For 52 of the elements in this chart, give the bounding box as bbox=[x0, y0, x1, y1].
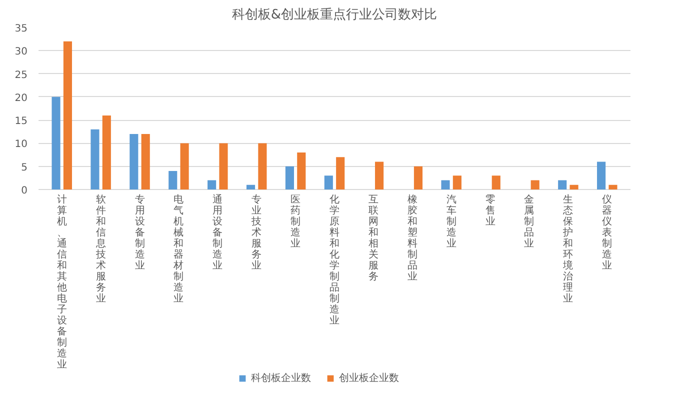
category-label: 生态保护和环境治理业 bbox=[563, 194, 574, 304]
category-label: 化学原料和化学制品制造业 bbox=[330, 194, 340, 326]
bar bbox=[141, 134, 150, 190]
bar bbox=[336, 157, 345, 190]
y-tick-label: 30 bbox=[14, 46, 28, 58]
category-label: 软件和信息技术服务业 bbox=[96, 194, 106, 304]
legend-label: 科创板企业数 bbox=[251, 372, 311, 385]
y-tick-label: 20 bbox=[14, 92, 28, 104]
bar bbox=[375, 162, 384, 190]
y-tick-label: 10 bbox=[14, 139, 28, 150]
bar bbox=[285, 166, 294, 190]
x-tick-label: 汽车制造业 bbox=[446, 193, 456, 250]
bar bbox=[597, 162, 606, 190]
y-tick-label: 5 bbox=[21, 162, 28, 174]
x-tick-label: 专用设备制造业 bbox=[134, 193, 145, 272]
y-tick-label: 15 bbox=[14, 116, 28, 128]
category-label: 电气机械和器材制造业 bbox=[174, 194, 184, 304]
y-tick-label: 0 bbox=[21, 185, 28, 196]
x-tick-label: 仪器仪表制造业 bbox=[602, 193, 612, 272]
y-tick-label: 25 bbox=[14, 70, 28, 81]
x-tick-label: 金属制品业 bbox=[524, 193, 534, 250]
bar bbox=[130, 134, 138, 190]
bar bbox=[52, 96, 60, 190]
y-tick-label: 35 bbox=[14, 24, 28, 34]
x-tick-label: 互联网和相关服务 bbox=[368, 194, 378, 282]
bar bbox=[558, 180, 567, 190]
bar bbox=[492, 176, 500, 190]
bar bbox=[570, 184, 578, 190]
bar bbox=[258, 143, 267, 190]
bar bbox=[102, 115, 111, 190]
legend-label: 创业板企业数 bbox=[339, 372, 399, 385]
bar bbox=[324, 176, 333, 190]
bar bbox=[180, 143, 189, 190]
bar bbox=[530, 180, 540, 190]
bar bbox=[441, 180, 450, 190]
x-tick-label: 专业技术服务业 bbox=[250, 193, 262, 272]
bar bbox=[219, 143, 228, 190]
bar bbox=[608, 184, 618, 190]
bar bbox=[90, 129, 100, 190]
category-label: 计算机、通信和其他电子设备制造业 bbox=[56, 194, 67, 370]
x-tick-label: 通用设备制造业 bbox=[212, 193, 223, 272]
bar bbox=[208, 180, 216, 190]
bar bbox=[246, 184, 256, 190]
bar bbox=[414, 166, 423, 190]
bar bbox=[452, 176, 462, 190]
x-tick-label: 零售业 bbox=[485, 194, 496, 228]
chart-title: 科创板&创业板重点行业公司数对比 bbox=[232, 8, 438, 22]
x-tick-label: 橡胶和塑料制品业 bbox=[407, 193, 418, 282]
bar bbox=[297, 152, 306, 190]
x-tick-label: 医药制造业 bbox=[290, 194, 301, 250]
bar bbox=[63, 41, 72, 190]
bar bbox=[168, 170, 178, 190]
